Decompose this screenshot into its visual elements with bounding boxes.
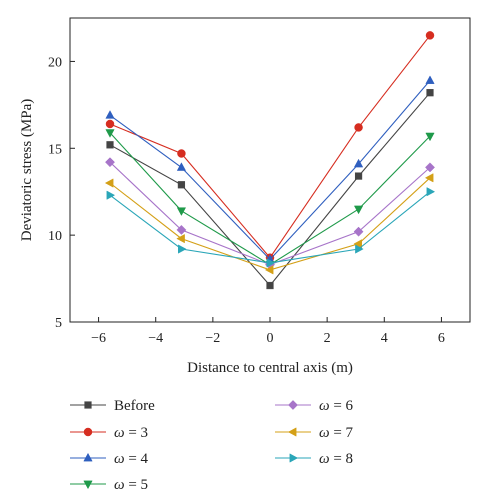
legend-label: ω = 8 — [319, 451, 353, 467]
data-point — [426, 89, 434, 97]
legend-suffix: = 7 — [330, 425, 354, 441]
legend-item: ω = 6 — [275, 398, 354, 414]
data-point — [105, 110, 115, 119]
data-point — [84, 401, 92, 409]
legend-label: Before — [114, 398, 155, 414]
legend-symbol: ω — [319, 398, 330, 414]
legend-label: ω = 6 — [319, 398, 354, 414]
x-axis-label: Distance to central axis (m) — [187, 360, 353, 376]
series-5 — [104, 173, 434, 275]
legend-item: ω = 7 — [275, 425, 354, 441]
series-line — [109, 35, 431, 259]
data-point — [354, 172, 363, 180]
legend-symbol: ω — [114, 477, 125, 493]
legend-item: Before — [70, 398, 155, 414]
data-point — [425, 132, 435, 142]
data-point — [105, 129, 115, 138]
legend-symbol: ω — [319, 451, 330, 467]
data-point — [105, 157, 115, 168]
series-line — [109, 161, 431, 266]
series-6 — [106, 187, 436, 268]
data-point — [354, 123, 363, 132]
data-point — [177, 181, 186, 189]
series-4 — [105, 157, 435, 270]
legend-suffix: = 3 — [125, 425, 148, 441]
data-point — [355, 244, 364, 254]
data-point — [83, 480, 93, 490]
series-layer — [104, 31, 436, 290]
legend-label: ω = 3 — [114, 425, 148, 441]
data-point — [106, 190, 116, 200]
legend-symbol: ω — [114, 425, 125, 441]
data-point — [353, 205, 364, 215]
data-point — [177, 149, 186, 158]
axis-ticks: −6 −4 −2 0 2 4 6 5 10 15 20 — [48, 55, 445, 346]
data-point — [287, 427, 297, 437]
legend-name: Before — [114, 398, 155, 414]
series-3 — [105, 129, 435, 270]
data-point — [176, 207, 187, 216]
data-point — [105, 119, 115, 129]
x-tick-label: 6 — [438, 331, 445, 346]
y-axis-label: Deviatoric stress (MPa) — [19, 99, 35, 241]
legend-suffix: = 5 — [125, 477, 148, 493]
data-point — [176, 233, 185, 244]
legend-item: ω = 5 — [70, 477, 148, 493]
legend-label: ω = 4 — [114, 451, 149, 467]
series-2 — [105, 75, 435, 263]
legend-symbol: ω — [319, 425, 330, 441]
series-line — [109, 132, 431, 266]
x-tick-label: −2 — [205, 331, 220, 346]
data-point — [176, 224, 187, 235]
data-point — [106, 141, 114, 149]
series-line — [109, 191, 431, 264]
data-point — [266, 281, 274, 290]
data-point — [288, 400, 298, 410]
y-tick-label: 10 — [48, 229, 62, 244]
data-point — [353, 158, 364, 168]
legend-suffix: = 4 — [125, 451, 149, 467]
data-point — [83, 427, 93, 437]
data-point — [178, 244, 187, 254]
legend-label: ω = 7 — [319, 425, 354, 441]
legend-item: ω = 4 — [70, 451, 149, 467]
plot-frame — [69, 17, 471, 323]
data-point — [426, 187, 436, 197]
y-tick-label: 5 — [55, 316, 62, 331]
series-line — [109, 80, 431, 261]
y-tick-label: 20 — [48, 55, 62, 70]
x-tick-label: −4 — [148, 331, 163, 346]
data-point — [289, 453, 299, 463]
legend-item: ω = 8 — [275, 451, 353, 467]
x-tick-label: 2 — [324, 331, 331, 346]
data-point — [425, 31, 435, 40]
series-0 — [106, 89, 434, 290]
legend-label: ω = 5 — [114, 477, 148, 493]
data-point — [104, 178, 114, 188]
data-point — [176, 162, 187, 171]
x-tick-label: 4 — [381, 331, 388, 346]
data-point — [266, 258, 276, 268]
data-point — [425, 75, 435, 84]
legend-suffix: = 8 — [330, 451, 353, 467]
data-point — [83, 452, 93, 462]
series-1 — [105, 31, 435, 262]
legend-symbol: ω — [114, 451, 125, 467]
data-point — [424, 173, 434, 183]
y-tick-label: 15 — [48, 142, 62, 157]
x-tick-label: 0 — [267, 331, 274, 346]
x-tick-label: −6 — [91, 331, 106, 346]
data-point — [264, 265, 274, 275]
legend-suffix: = 6 — [330, 398, 354, 414]
legend-item: ω = 3 — [70, 425, 148, 441]
data-point — [353, 226, 364, 237]
data-point — [425, 162, 435, 173]
